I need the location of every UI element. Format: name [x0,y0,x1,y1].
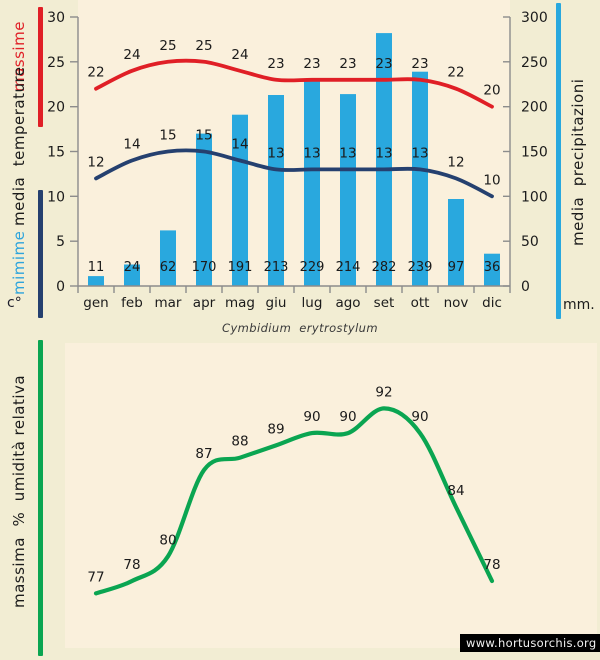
climate-infographic: massime media temperature mimime c° medi… [0,0,600,660]
precip-tick-label: 200 [521,100,548,116]
precip-bar [304,81,320,286]
precip-bar [340,94,356,286]
precip-tick-label: 250 [521,55,548,71]
month-label: dic [482,295,502,311]
month-label: nov [444,295,469,311]
month-label: mag [225,295,255,311]
humidity-value-label: 88 [231,434,248,450]
massime-value-label: 23 [375,56,392,72]
humidity-value-label: 80 [159,532,176,548]
precip-value-label: 62 [160,260,177,275]
month-label: lug [302,295,323,311]
humidity-value-label: 78 [123,557,140,573]
precip-value-label: 11 [88,260,105,275]
massime-value-label: 20 [483,83,500,99]
mimime-value-label: 14 [231,137,248,153]
mimime-value-label: 13 [411,145,428,161]
humidity-chart: 77 78 80 87 88 89 90 90 92 90 84 78 [0,330,600,660]
precip-value-label: 214 [336,260,361,275]
precip-tick-label: 300 [521,10,548,26]
mimime-value-label: 15 [159,128,176,144]
massime-value-label: 25 [195,38,212,54]
plot-area [65,343,597,648]
precip-value-label: 36 [484,260,501,275]
month-label: feb [121,295,143,311]
climate-chart: 051015202530050100150200250300genfebmara… [0,0,600,330]
precip-value-label: 239 [408,260,433,275]
humidity-value-label: 78 [483,557,500,573]
precip-tick-label: 150 [521,145,548,161]
precip-bar [412,72,428,286]
precip-bar [88,276,104,286]
precip-bar [268,95,284,286]
humidity-value-label: 90 [411,409,428,425]
temp-tick-label: 0 [56,279,65,295]
precip-bar [160,230,176,286]
massime-value-label: 23 [303,56,320,72]
humidity-value-label: 92 [375,384,392,400]
humidity-value-label: 89 [267,421,284,437]
mimime-value-label: 12 [447,154,464,170]
humidity-value-label: 87 [195,446,212,462]
precip-value-label: 97 [448,260,465,275]
month-label: ott [411,295,430,311]
temp-tick-label: 20 [47,100,65,116]
month-label: apr [193,295,216,311]
massime-value-label: 24 [231,47,248,63]
precip-value-label: 213 [264,260,289,275]
temp-tick-label: 15 [47,145,65,161]
massime-value-label: 25 [159,38,176,54]
precip-value-label: 191 [228,260,253,275]
massime-value-label: 22 [87,65,104,81]
precip-value-label: 24 [124,260,141,275]
mimime-value-label: 14 [123,137,140,153]
precip-value-label: 282 [372,260,397,275]
precip-value-label: 170 [192,260,217,275]
month-label: set [374,295,395,311]
mimime-value-label: 13 [303,145,320,161]
month-label: mar [155,295,182,311]
chart-title: Cymbidium erytrostylum [150,321,450,335]
temp-tick-label: 5 [56,234,65,250]
mimime-value-label: 10 [483,172,500,188]
precip-value-label: 229 [300,260,325,275]
temp-tick-label: 30 [47,10,65,26]
precip-tick-label: 0 [521,279,530,295]
temp-tick-label: 10 [47,189,65,205]
temp-tick-label: 25 [47,55,65,71]
mimime-value-label: 15 [195,128,212,144]
massime-value-label: 23 [411,56,428,72]
massime-value-label: 23 [339,56,356,72]
massime-value-label: 23 [267,56,284,72]
month-label: ago [335,295,360,311]
month-label: giu [266,295,287,311]
mimime-value-label: 12 [87,154,104,170]
humidity-value-label: 77 [87,569,104,585]
humidity-value-label: 84 [447,483,464,499]
massime-value-label: 22 [447,65,464,81]
watermark: www.hortusorchis.org [460,634,600,652]
precip-tick-label: 100 [521,189,548,205]
plot-area [78,0,510,286]
mimime-value-label: 13 [267,145,284,161]
massime-value-label: 24 [123,47,140,63]
humidity-value-label: 90 [339,409,356,425]
humidity-value-label: 90 [303,409,320,425]
mimime-value-label: 13 [339,145,356,161]
mimime-value-label: 13 [375,145,392,161]
month-label: gen [83,295,108,311]
precip-tick-label: 50 [521,234,539,250]
